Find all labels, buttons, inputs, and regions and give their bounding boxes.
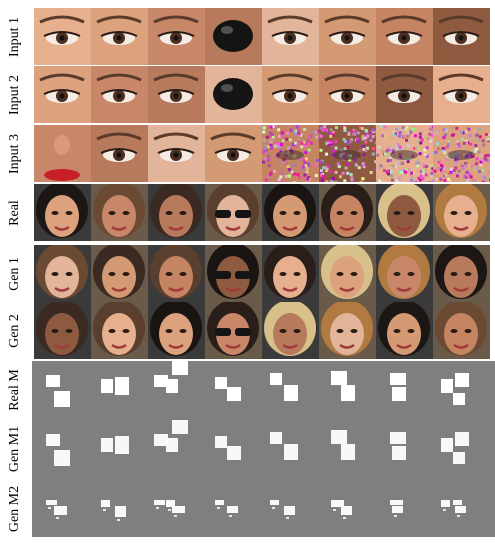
face-image-r5-c4: [262, 302, 319, 359]
face-image-r4-c1: [91, 245, 148, 302]
face-image-r4-c0: [34, 245, 91, 302]
input-image-r1-c3: [205, 66, 262, 123]
mask-image-r8-c0: [34, 480, 91, 537]
input-image-r1-c5: [319, 66, 376, 123]
mask-image-r8-c1: [91, 480, 148, 537]
face-image-r3-c5: [319, 184, 376, 241]
row-label-text: Gen 2: [7, 313, 23, 348]
input-image-r2-c3: [205, 125, 262, 182]
face-image-r5-c7: [433, 302, 490, 359]
row-label-7: Gen M1: [0, 420, 30, 477]
row-label-2: Input 3: [0, 125, 30, 182]
row-label-text: Input 2: [7, 74, 22, 115]
face-image-r4-c3: [205, 245, 262, 302]
input-image-r0-c1: [91, 8, 148, 65]
mask-image-r8-c5: [319, 480, 376, 537]
row-label-6: Real M: [0, 361, 30, 418]
mask-image-r6-c0: [34, 361, 91, 418]
input-image-r0-c7: [433, 8, 490, 65]
mask-image-r7-c2: [148, 420, 205, 477]
mask-image-r6-c4: [262, 361, 319, 418]
row-label-text: Input 3: [7, 133, 22, 174]
row-label-8: Gen M2: [0, 480, 30, 537]
face-image-r3-c1: [91, 184, 148, 241]
face-image-r4-c6: [376, 245, 433, 302]
input-image-r2-c5: [319, 125, 376, 182]
mask-image-r7-c0: [34, 420, 91, 477]
row-label-4: Gen 1: [0, 245, 30, 302]
mask-image-r8-c6: [376, 480, 433, 537]
face-image-r4-c4: [262, 245, 319, 302]
face-image-r3-c6: [376, 184, 433, 241]
row-label-text: Gen 1: [7, 256, 23, 291]
mask-image-r8-c2: [148, 480, 205, 537]
input-image-r2-c0: [34, 125, 91, 182]
mask-image-r8-c7: [433, 480, 490, 537]
input-image-r1-c6: [376, 66, 433, 123]
row-label-5: Gen 2: [0, 302, 30, 359]
row-label-text: Input 1: [7, 16, 22, 57]
face-image-r5-c0: [34, 302, 91, 359]
face-image-r3-c4: [262, 184, 319, 241]
face-image-r3-c7: [433, 184, 490, 241]
mask-image-r7-c3: [205, 420, 262, 477]
input-image-r0-c4: [262, 8, 319, 65]
input-image-r2-c1: [91, 125, 148, 182]
row-label-0: Input 1: [0, 8, 30, 65]
face-image-r5-c1: [91, 302, 148, 359]
input-image-r2-c4: [262, 125, 319, 182]
face-image-r5-c2: [148, 302, 205, 359]
input-image-r2-c2: [148, 125, 205, 182]
mask-image-r7-c5: [319, 420, 376, 477]
mask-image-r6-c7: [433, 361, 490, 418]
mask-image-r6-c1: [91, 361, 148, 418]
mask-image-r8-c4: [262, 480, 319, 537]
face-image-r3-c2: [148, 184, 205, 241]
input-image-r0-c0: [34, 8, 91, 65]
mask-image-r8-c3: [205, 480, 262, 537]
face-image-r4-c7: [433, 245, 490, 302]
face-image-r5-c6: [376, 302, 433, 359]
input-image-r2-c7: [433, 125, 490, 182]
row-label-text: Gen M1: [7, 425, 22, 472]
mask-image-r6-c3: [205, 361, 262, 418]
face-image-r3-c3: [205, 184, 262, 241]
input-image-r1-c0: [34, 66, 91, 123]
mask-image-r6-c6: [376, 361, 433, 418]
input-image-r0-c2: [148, 8, 205, 65]
row-label-text: Real: [7, 199, 22, 226]
mask-image-r7-c1: [91, 420, 148, 477]
face-image-r4-c5: [319, 245, 376, 302]
mask-image-r6-c5: [319, 361, 376, 418]
input-image-r2-c6: [376, 125, 433, 182]
input-image-r0-c6: [376, 8, 433, 65]
input-image-r1-c7: [433, 66, 490, 123]
input-image-r1-c4: [262, 66, 319, 123]
input-image-r0-c5: [319, 8, 376, 65]
input-image-r1-c2: [148, 66, 205, 123]
mask-image-r7-c4: [262, 420, 319, 477]
row-label-1: Input 2: [0, 66, 30, 123]
row-label-3: Real: [0, 184, 30, 241]
input-image-r0-c3: [205, 8, 262, 65]
row-label-text: Gen M2: [7, 485, 22, 532]
mask-image-r7-c6: [376, 420, 433, 477]
mask-image-r7-c7: [433, 420, 490, 477]
face-image-r5-c5: [319, 302, 376, 359]
face-image-r5-c3: [205, 302, 262, 359]
face-image-r3-c0: [34, 184, 91, 241]
mask-image-r6-c2: [148, 361, 205, 418]
input-image-r1-c1: [91, 66, 148, 123]
face-image-r4-c2: [148, 245, 205, 302]
row-label-text: Real M: [7, 368, 23, 411]
